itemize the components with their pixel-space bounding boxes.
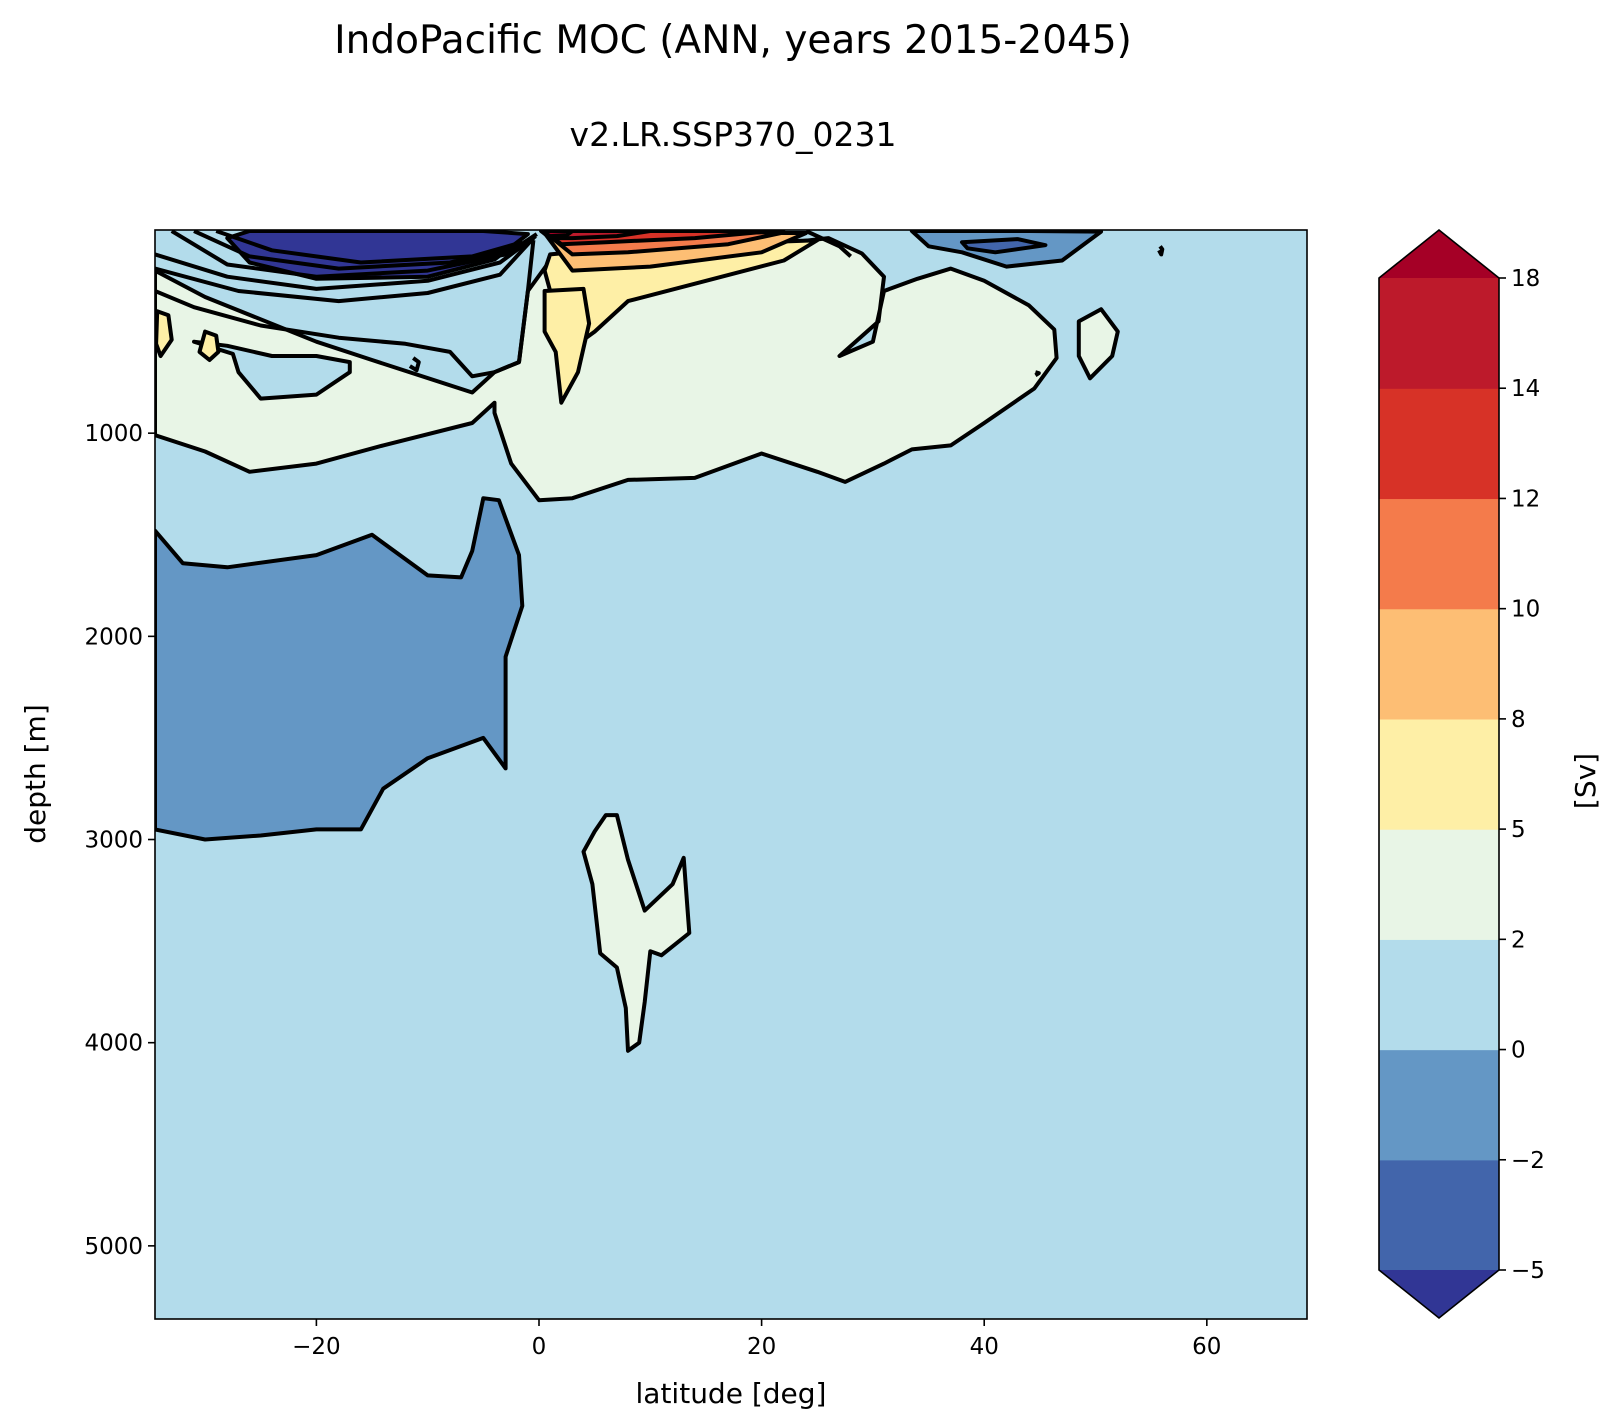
- colorbar-tick-label: −5: [1511, 1258, 1545, 1284]
- colorbar-segment: [1379, 1159, 1499, 1271]
- colorbar-label: [Sv]: [1569, 753, 1602, 809]
- contour-region-16: [539, 230, 575, 239]
- colorbar-segment: [1379, 388, 1499, 500]
- contour-line-4: [215, 230, 523, 265]
- contour-line-5: [155, 239, 536, 379]
- colorbar-segment: [1379, 718, 1499, 830]
- colorbar-tick-label: 10: [1511, 597, 1540, 623]
- contour-region-6: [581, 813, 692, 1053]
- contour-region-9: [542, 286, 592, 405]
- x-axis-label: latitude [deg]: [636, 1377, 827, 1410]
- colorbar-tick-label: −2: [1511, 1148, 1545, 1174]
- chart-title: IndoPacific MOC (ANN, years 2015-2045): [334, 18, 1132, 63]
- x-tick-label: 60: [1192, 1334, 1221, 1360]
- y-axis: 1000 2000 3000 4000 5000: [84, 421, 155, 1260]
- contour-region-10: [155, 309, 174, 358]
- y-axis-label: depth [m]: [19, 704, 52, 844]
- contour-region-5: [1076, 307, 1120, 381]
- contour-line-1: [155, 236, 535, 304]
- contour-region-1: [155, 496, 525, 842]
- plot-frame: [154, 229, 1308, 1320]
- colorbar-extend-min: [1379, 1270, 1499, 1318]
- y-tick-label: 4000: [84, 1031, 143, 1057]
- x-tick-label: 40: [970, 1334, 999, 1360]
- colorbar-segment: [1379, 939, 1499, 1051]
- colorbar-tick-label: 12: [1511, 486, 1540, 512]
- contour-regions: [155, 230, 1120, 1053]
- x-tick-label: −20: [292, 1334, 341, 1360]
- x-tick-label: 0: [532, 1334, 547, 1360]
- contour-region-11: [197, 329, 221, 362]
- contour-line-8: [1034, 370, 1041, 378]
- contour-region-4: [155, 236, 1059, 503]
- contour-line-9: [805, 230, 853, 258]
- colorbar-segment: [1379, 278, 1499, 389]
- contour-line-6: [408, 356, 421, 373]
- contour-region-7: [192, 339, 352, 401]
- y-tick-label: 2000: [84, 624, 143, 650]
- colorbar-tick-label: 2: [1511, 927, 1526, 953]
- colorbar-segment: [1379, 608, 1499, 720]
- chart-subtitle: v2.LR.SSP370_0231: [570, 115, 897, 154]
- colorbar-tick-label: 8: [1511, 707, 1526, 733]
- x-tick-label: 20: [747, 1334, 776, 1360]
- colorbar-tick-label: 0: [1511, 1038, 1526, 1064]
- colorbar-tick-label: 14: [1511, 376, 1540, 402]
- y-tick-label: 3000: [84, 828, 143, 854]
- plot-area: [154, 229, 1308, 1320]
- y-tick-label: 5000: [84, 1234, 143, 1260]
- colorbar-segment: [1379, 1049, 1499, 1161]
- contour-lines: [155, 230, 1165, 379]
- contour-line-0: [155, 234, 537, 291]
- y-tick-label: 1000: [84, 421, 143, 447]
- x-axis: −20 0 20 40 60: [292, 1319, 1221, 1360]
- contour-region-3: [960, 237, 1048, 255]
- colorbar-segment: [1379, 498, 1499, 610]
- colorbar-tick-label: 18: [1511, 266, 1540, 292]
- colorbar: −5 −2 0 2 5 8 10 12 14 18: [1378, 228, 1545, 1320]
- contour-line-7: [1157, 245, 1165, 257]
- colorbar-segment: [1379, 829, 1499, 940]
- colorbar-tick-label: 5: [1511, 817, 1526, 843]
- colorbar-extend-max: [1379, 230, 1499, 278]
